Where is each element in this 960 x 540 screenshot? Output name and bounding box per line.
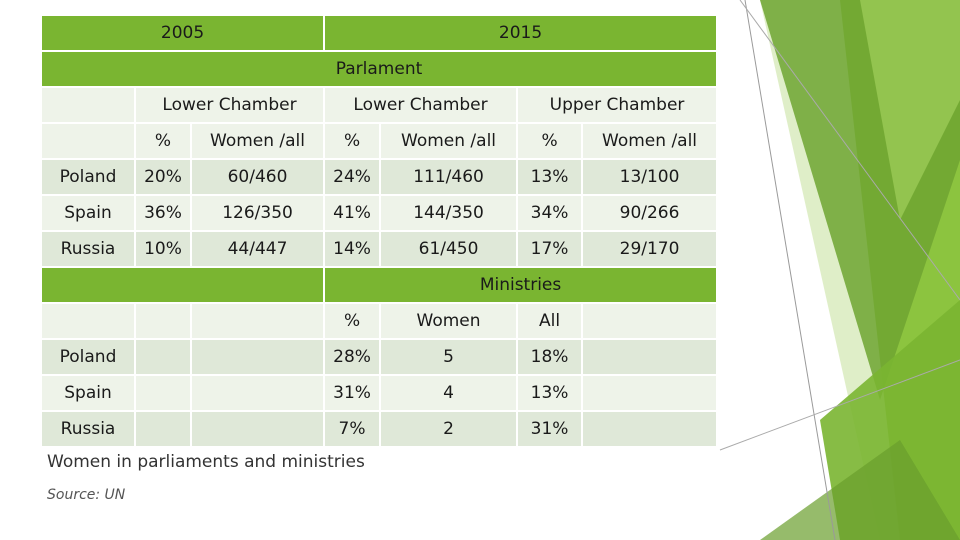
chamber-header-row: Lower Chamber Lower Chamber Upper Chambe… xyxy=(40,86,719,124)
table-cell: 60/460 xyxy=(189,158,326,196)
table-cell: 13% xyxy=(516,158,584,196)
parliament-section-title: Parlament xyxy=(39,50,719,88)
empty-cell xyxy=(189,302,326,340)
table-row: Russia 7% 2 31% xyxy=(40,410,719,448)
empty-cell xyxy=(189,374,326,412)
year-2005-header: 2005 xyxy=(39,14,326,52)
pct-header: % xyxy=(516,122,584,160)
table-cell: 17% xyxy=(516,230,584,268)
women-all-header: Women /all xyxy=(581,122,719,160)
empty-cell xyxy=(40,86,136,124)
empty-cell xyxy=(581,302,719,340)
pct-header: % xyxy=(323,122,382,160)
empty-cell xyxy=(581,410,719,448)
table-cell: 4 xyxy=(379,374,519,412)
country-label: Russia xyxy=(40,230,136,268)
table-cell: 13% xyxy=(516,374,584,412)
empty-cell xyxy=(189,410,326,448)
table-caption: Women in parliaments and ministries xyxy=(47,452,365,472)
table-cell: 7% xyxy=(323,410,382,448)
table-cell: 29/170 xyxy=(581,230,719,268)
table-cell: 144/350 xyxy=(379,194,519,232)
year-2015-header: 2015 xyxy=(323,14,719,52)
empty-cell xyxy=(581,374,719,412)
empty-cell xyxy=(40,122,136,160)
empty-cell xyxy=(134,410,192,448)
source-note: Source: UN xyxy=(47,487,126,503)
table-row: Poland 20% 60/460 24% 111/460 13% 13/100 xyxy=(40,158,719,196)
country-label: Poland xyxy=(40,338,136,376)
empty-band-cell xyxy=(39,266,326,304)
table-row: Spain 31% 4 13% xyxy=(40,374,719,412)
table-cell: 5 xyxy=(379,338,519,376)
all-header: All xyxy=(516,302,584,340)
table-cell: 13/100 xyxy=(581,158,719,196)
empty-cell xyxy=(134,374,192,412)
table-cell: 90/266 xyxy=(581,194,719,232)
table-cell: 18% xyxy=(516,338,584,376)
empty-cell xyxy=(581,338,719,376)
women-all-header: Women /all xyxy=(189,122,326,160)
pct-header: % xyxy=(134,122,192,160)
table-cell: 111/460 xyxy=(379,158,519,196)
empty-cell xyxy=(40,302,136,340)
upper-chamber-2015-header: Upper Chamber xyxy=(516,86,719,124)
empty-cell xyxy=(189,338,326,376)
table-cell: 44/447 xyxy=(189,230,326,268)
table-cell: 20% xyxy=(134,158,192,196)
table-cell: 14% xyxy=(323,230,382,268)
empty-cell xyxy=(134,338,192,376)
country-label: Russia xyxy=(40,410,136,448)
subheader-row: % Women /all % Women /all % Women /all xyxy=(40,122,719,160)
parliament-section-row: Parlament xyxy=(39,50,719,88)
table-cell: 10% xyxy=(134,230,192,268)
table-row: Russia 10% 44/447 14% 61/450 17% 29/170 xyxy=(40,230,719,268)
country-label: Spain xyxy=(40,194,136,232)
table-row: Spain 36% 126/350 41% 144/350 34% 90/266 xyxy=(40,194,719,232)
table-cell: 126/350 xyxy=(189,194,326,232)
table-cell: 36% xyxy=(134,194,192,232)
country-label: Poland xyxy=(40,158,136,196)
women-data-table: 2005 2015 Parlament Lower Chamber Lower … xyxy=(39,14,719,448)
empty-cell xyxy=(134,302,192,340)
ministries-header-row: % Women All xyxy=(40,302,719,340)
table-cell: 61/450 xyxy=(379,230,519,268)
table-cell: 28% xyxy=(323,338,382,376)
ministries-section-title: Ministries xyxy=(323,266,719,304)
table-row: Poland 28% 5 18% xyxy=(40,338,719,376)
table-cell: 34% xyxy=(516,194,584,232)
table-cell: 24% xyxy=(323,158,382,196)
table-cell: 41% xyxy=(323,194,382,232)
ministries-section-row: Ministries xyxy=(39,266,719,304)
year-header-row: 2005 2015 xyxy=(39,14,719,52)
women-all-header: Women /all xyxy=(379,122,519,160)
table-cell: 2 xyxy=(379,410,519,448)
country-label: Spain xyxy=(40,374,136,412)
women-header: Women xyxy=(379,302,519,340)
lower-chamber-2015-header: Lower Chamber xyxy=(323,86,519,124)
table-cell: 31% xyxy=(516,410,584,448)
table-cell: 31% xyxy=(323,374,382,412)
pct-header: % xyxy=(323,302,382,340)
lower-chamber-2005-header: Lower Chamber xyxy=(133,86,326,124)
